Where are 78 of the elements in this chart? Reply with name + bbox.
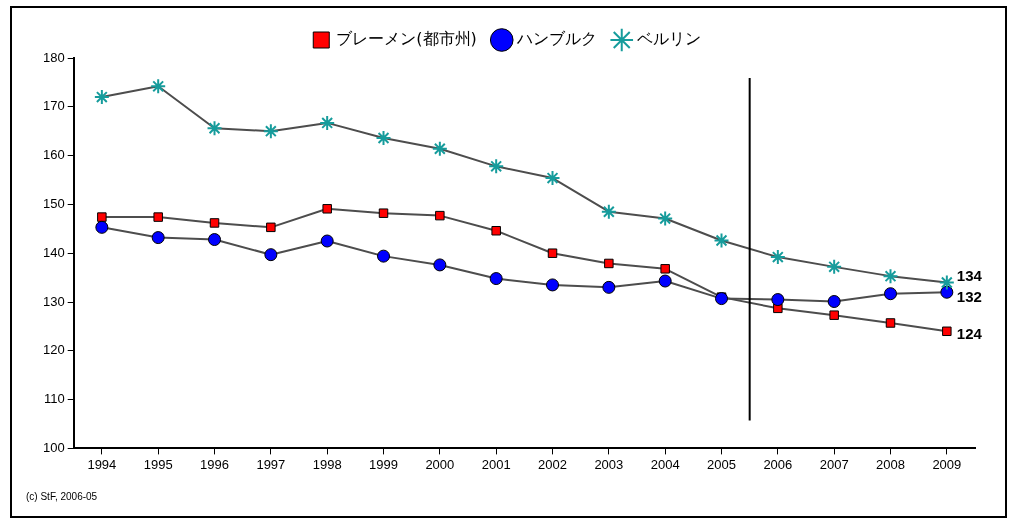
point	[266, 222, 276, 233]
point	[489, 272, 503, 286]
y-tick-label: 120	[42, 342, 65, 358]
point	[715, 292, 729, 306]
point	[546, 278, 560, 292]
y-tick-label: 160	[42, 147, 65, 163]
point	[209, 218, 220, 228]
point	[375, 130, 392, 147]
data-label: 132	[956, 288, 982, 306]
point	[829, 310, 839, 320]
x-tick-label: 1998	[312, 456, 342, 472]
point	[826, 258, 843, 275]
data-label: 124	[956, 325, 983, 343]
x-tick-label: 2005	[707, 456, 736, 472]
point	[93, 89, 110, 106]
point	[938, 274, 955, 291]
x-tick-label: 2004	[650, 456, 680, 472]
x-tick-label: 1999	[369, 456, 398, 472]
y-tick-label: 130	[42, 293, 65, 309]
x-tick-label: 2006	[763, 456, 793, 472]
point	[882, 268, 899, 285]
point	[602, 280, 616, 294]
point	[320, 234, 334, 248]
y-tick-label: 180	[42, 49, 65, 65]
point	[491, 226, 501, 236]
point	[435, 210, 445, 221]
y-tick-label: 110	[43, 391, 65, 407]
point	[657, 210, 674, 227]
point	[433, 258, 447, 272]
point	[827, 295, 841, 309]
point	[150, 78, 167, 95]
point	[95, 220, 109, 234]
point	[544, 170, 561, 187]
x-tick-label: 1996	[200, 456, 229, 472]
x-tick-label: 2007	[819, 456, 849, 472]
point	[153, 212, 163, 222]
point	[97, 212, 107, 222]
point	[151, 231, 165, 245]
point	[658, 274, 672, 288]
y-tick-label: 170	[42, 98, 65, 114]
x-tick-label: 2003	[594, 456, 624, 472]
point	[885, 318, 896, 328]
point	[377, 249, 391, 263]
x-tick-label: 2001	[481, 456, 511, 472]
point	[600, 203, 617, 220]
point	[488, 158, 505, 175]
y-tick-label: 140	[42, 244, 65, 260]
point	[322, 204, 332, 214]
point	[660, 264, 670, 274]
y-tick-label: 150	[42, 195, 65, 211]
point	[771, 293, 785, 307]
point	[942, 326, 952, 337]
point	[884, 287, 897, 301]
point	[940, 285, 954, 299]
x-tick-label: 2002	[538, 456, 567, 472]
point	[264, 248, 278, 262]
data-label: 134	[956, 266, 983, 284]
legend-label: ブレーメン(都市州)	[336, 29, 477, 49]
x-tick-label: 1994	[87, 456, 117, 472]
x-tick-label: 2008	[876, 456, 905, 472]
y-tick-label: 100	[42, 439, 65, 455]
x-tick-label: 2009	[932, 456, 962, 472]
point	[378, 208, 389, 218]
point	[604, 258, 614, 269]
point	[206, 120, 223, 137]
x-tick-label: 1995	[143, 456, 173, 472]
text: (c) StF, 2006-05	[26, 490, 98, 502]
point	[713, 232, 730, 249]
point	[262, 123, 279, 140]
point	[431, 140, 448, 157]
point	[319, 114, 336, 131]
legend-label: ハンブルク	[515, 29, 597, 49]
point	[208, 233, 222, 247]
point	[769, 249, 786, 266]
point	[547, 248, 558, 258]
legend-label: ベルリン	[636, 29, 701, 49]
x-tick-label: 1997	[256, 456, 286, 472]
x-tick-label: 2000	[425, 456, 455, 472]
